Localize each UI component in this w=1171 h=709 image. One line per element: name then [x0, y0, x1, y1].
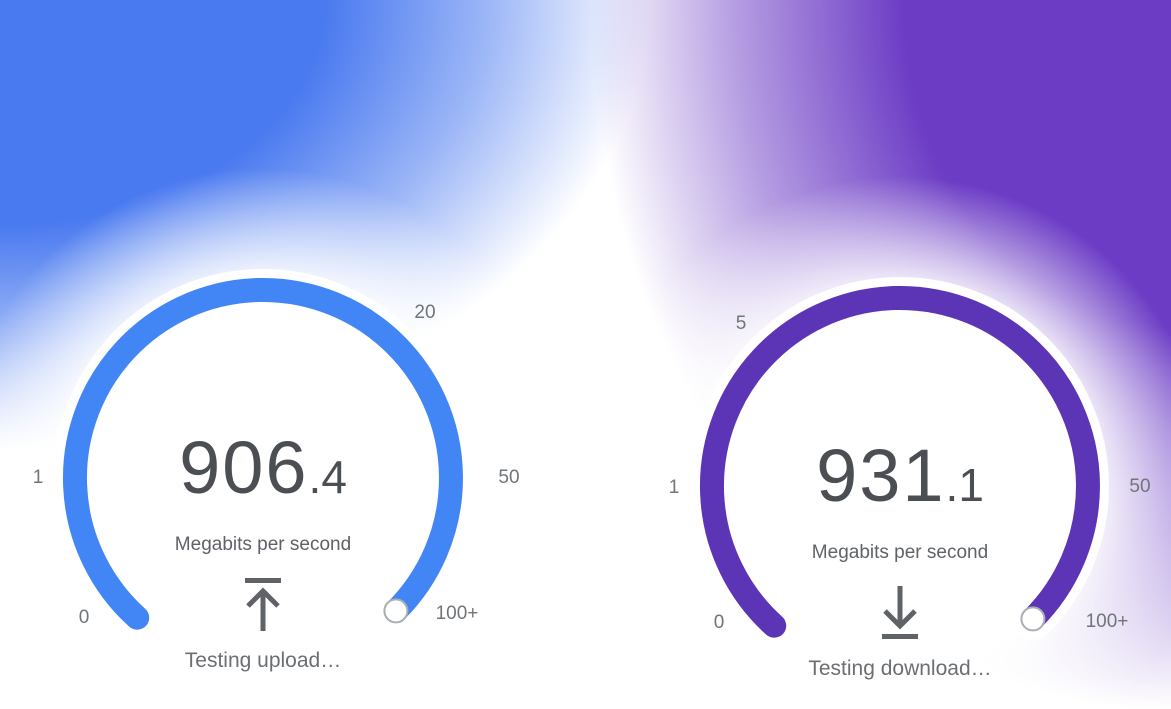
gauge-tick-label: 5 — [735, 313, 747, 334]
upload-arrow-icon — [245, 578, 281, 631]
gauge-tick-label: 50 — [1129, 476, 1151, 497]
speed-unit-label: Megabits per second — [811, 542, 989, 563]
speed-value-decimal: .1 — [945, 459, 984, 511]
gauge-tick-label: 100+ — [1085, 611, 1129, 632]
download-gauge: 0 1 5 50 100+ 931.1 Megabits per second … — [640, 266, 1160, 706]
gauge-tick-label: 100+ — [435, 603, 479, 624]
upload-status-text: Testing upload… — [184, 649, 342, 672]
upload-icon-wrap — [3, 576, 523, 634]
gauge-tick-label: 0 — [713, 612, 725, 633]
upload-gauge-arc — [53, 268, 472, 639]
gauge-knob-icon — [383, 598, 409, 624]
upload-gauge: 0 1 20 50 100+ 906.4 Megabits per second… — [3, 258, 523, 698]
gauge-tick-label: 50 — [498, 467, 520, 488]
gauge-knob-icon — [1020, 606, 1046, 632]
speed-value-decimal: .4 — [308, 451, 347, 503]
gauge-tick-label: 1 — [668, 477, 680, 498]
gauge-progress-arc — [62, 277, 463, 630]
speed-value-integer: 906 — [179, 426, 309, 509]
speed-unit-label: Megabits per second — [174, 534, 352, 555]
speed-value-integer: 931 — [816, 434, 946, 517]
download-icon-wrap — [640, 584, 1160, 642]
download-speed-value: 931.1 — [640, 436, 1160, 537]
gauge-tick-label: 1 — [32, 467, 44, 488]
gauge-tick-label: 20 — [414, 302, 436, 323]
gauge-tick-label: 0 — [78, 607, 90, 628]
gauge-progress-arc — [699, 285, 1100, 638]
download-status-text: Testing download… — [808, 657, 992, 680]
download-arrow-icon — [882, 586, 918, 639]
upload-speed-value: 906.4 — [3, 428, 523, 529]
download-gauge-arc — [690, 276, 1109, 647]
